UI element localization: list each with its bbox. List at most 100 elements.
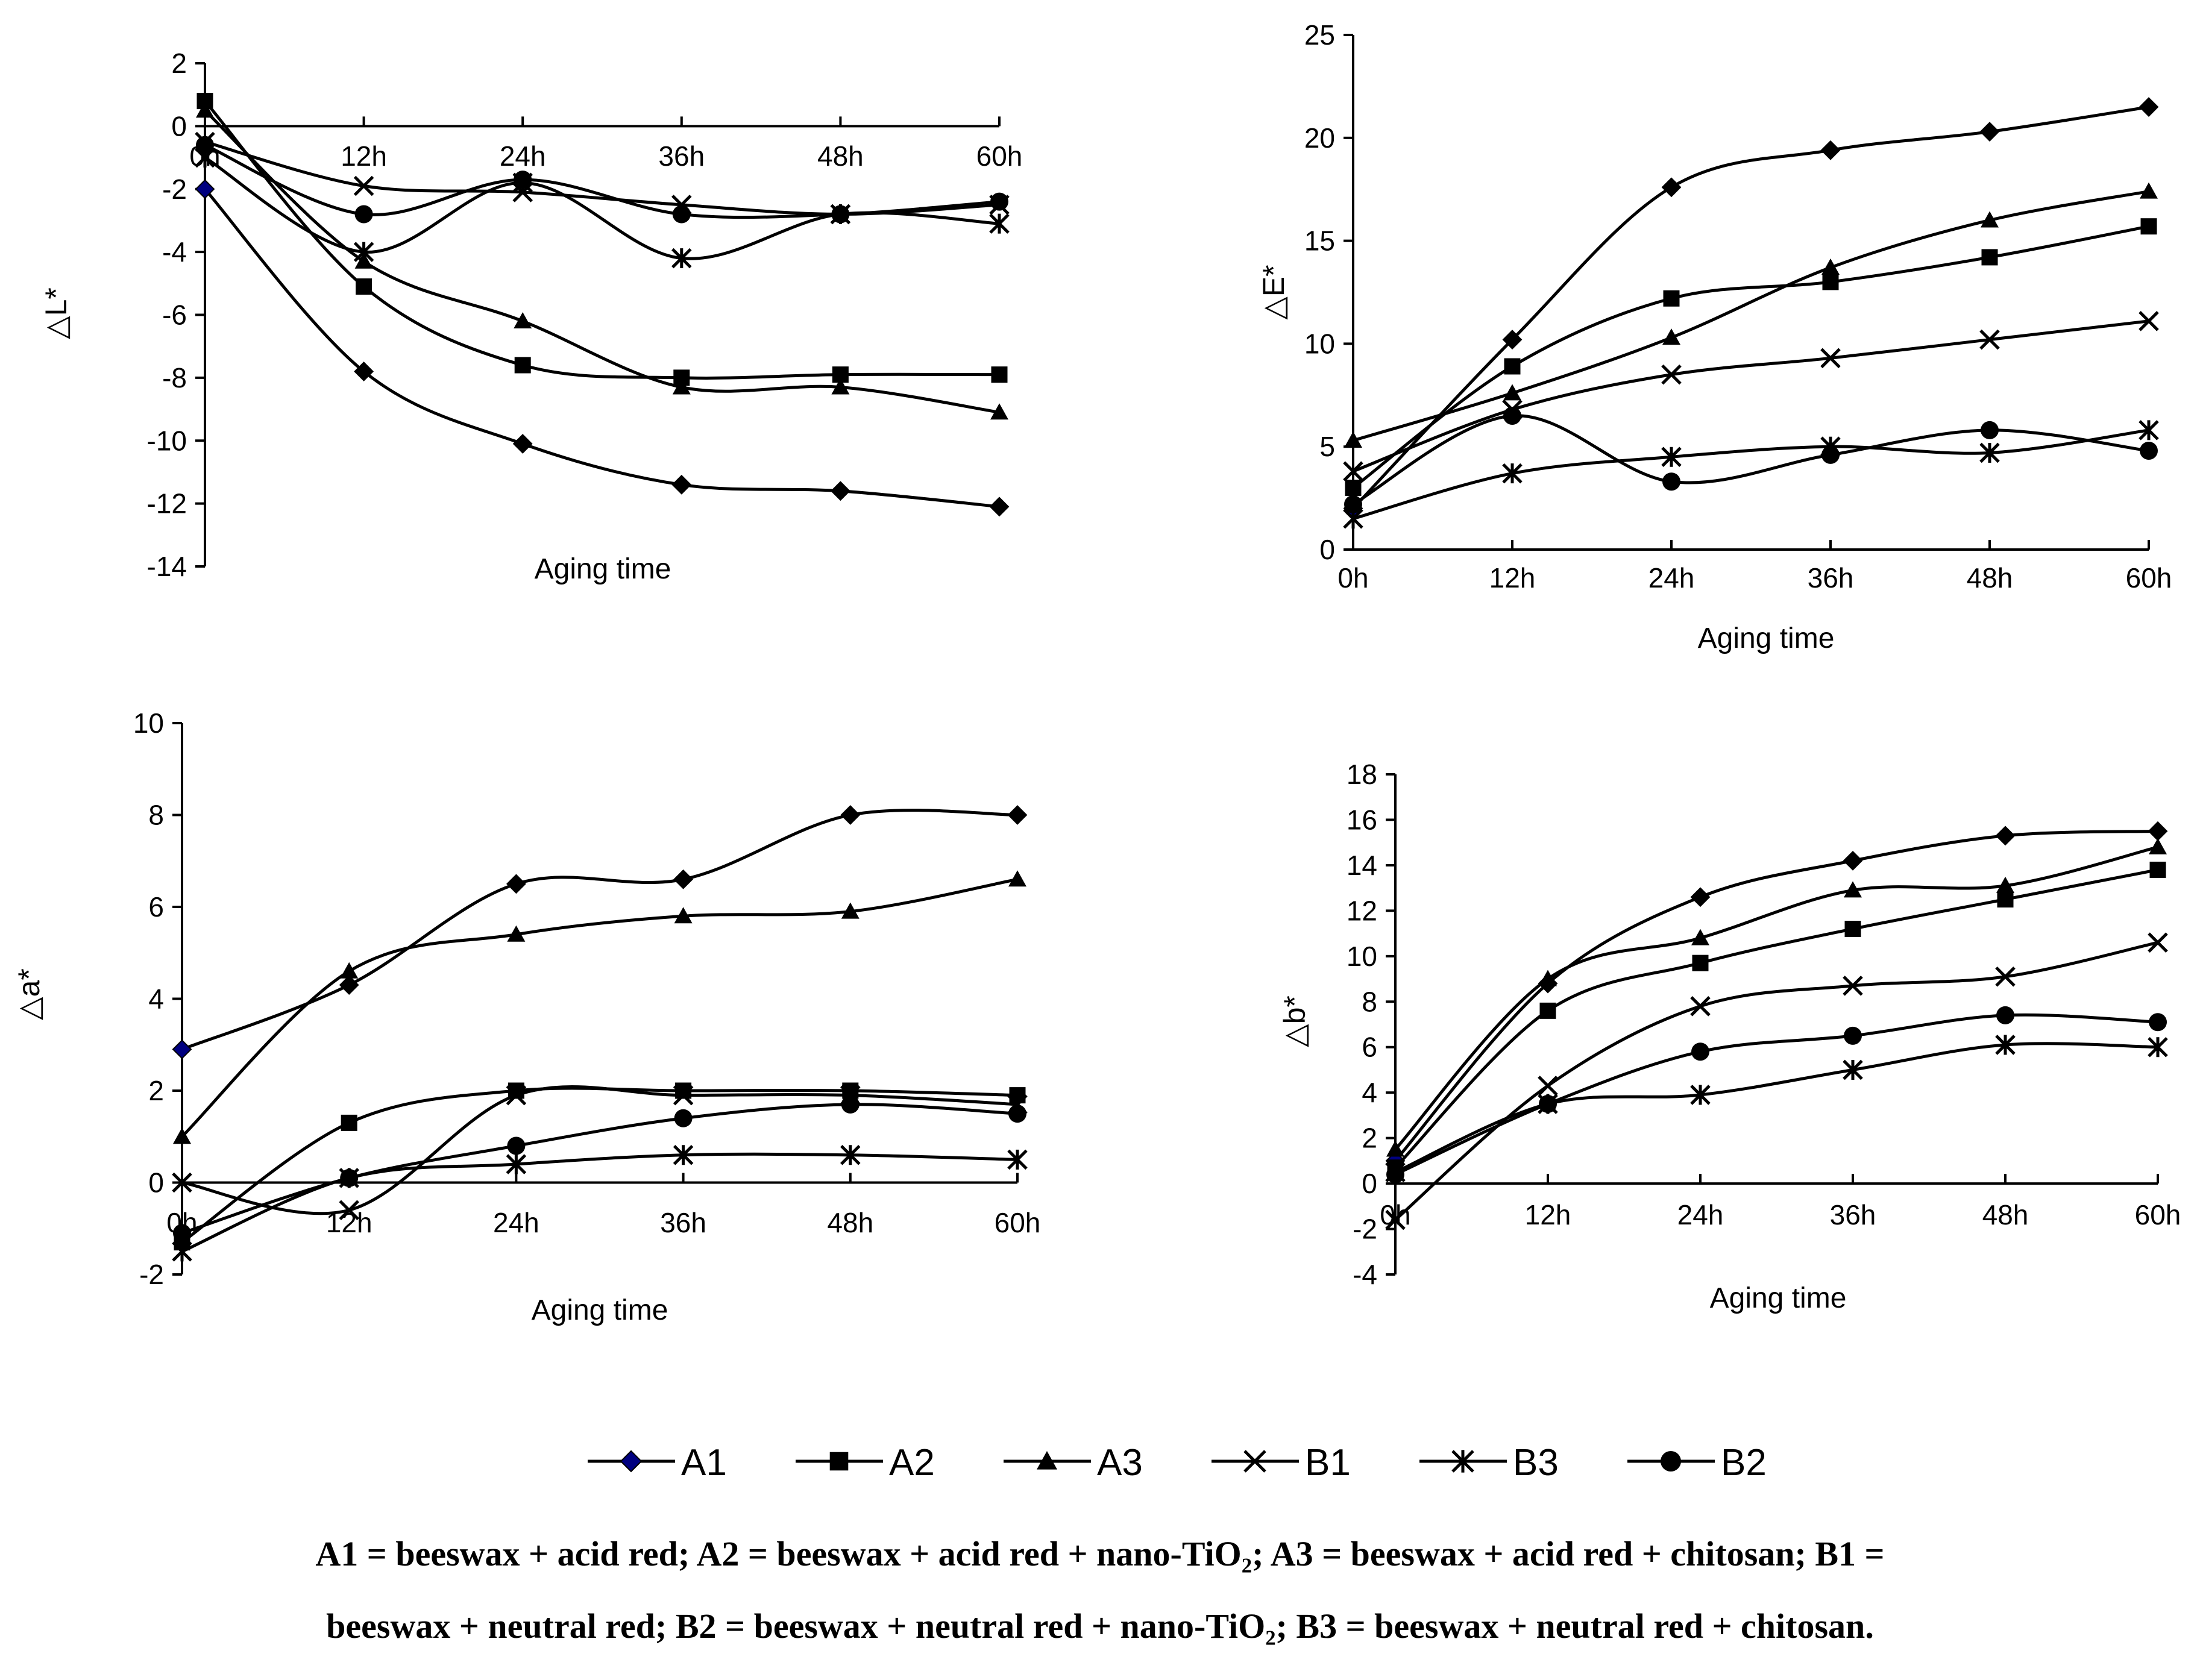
point-B2 [173,1224,191,1243]
legend-label: A2 [889,1442,935,1484]
legend-label: B3 [1513,1442,1559,1484]
point-B3 [2139,420,2159,440]
series-line-A3 [204,109,1000,414]
point-B1 [1979,329,2000,350]
point-A3 [196,101,214,118]
legend-label: A1 [681,1442,727,1484]
legend-label: B2 [1721,1442,1767,1484]
point-B2 [674,1109,693,1127]
series-line-A1 [1352,105,2149,510]
chart-dE: 0 5 10 15 20 25 0h 12h 24h 36h 48h 60h Aging time △E* [1257,19,2172,654]
y-tick-label: 0 [1362,1168,1377,1199]
series-line-B3 [1353,428,2149,521]
y-axis-label: △L* [39,287,73,339]
point-A3 [990,403,1008,420]
x-tick-label: 24h [1648,562,1695,594]
point-B3 [1843,1059,1863,1080]
x-tick-label: 48h [1982,1199,2029,1230]
y-tick-label: 10 [1304,328,1335,359]
x-tick-label: 60h [976,140,1023,172]
series-line-B3 [204,156,1000,260]
y-tick-label: -4 [162,236,187,268]
point-A1 [354,362,374,381]
series-line-B2 [1394,1013,2158,1176]
x-tick-label: 48h [1967,562,2013,594]
point-B2 [1691,1042,1709,1061]
y-tick-label: 10 [133,707,164,739]
point-A3 [1691,929,1709,945]
point-B2 [1539,1095,1557,1114]
point-A1 [1661,177,1682,198]
x-tick-label: 60h [2126,562,2172,594]
series-line-A3 [1394,845,2158,1151]
point-A2 [514,357,531,374]
x-tick-label: 12h [1525,1199,1571,1230]
y-tick-label: -12 [147,488,187,519]
series-line-B1 [1353,319,2149,473]
point-B1 [1343,461,1363,481]
chart-db: 18 16 14 12 10 8 6 4 2 0 -2 -40h 12h 24h 36h 48h 60h Agin… [1278,759,2181,1314]
x-tick-label: 36h [1830,1199,1876,1230]
point-B1 [172,1172,192,1193]
point-B1 [1690,996,1711,1017]
y-tick-label: 20 [1304,122,1335,154]
point-A3 [1662,328,1680,345]
point-A1 [840,805,861,825]
point-B2 [831,205,850,224]
point-B3 [353,242,374,262]
point-A1 [1843,850,1863,871]
x-axis-label: Aging time [532,1294,668,1326]
point-B3 [1979,442,2000,463]
point-B3 [989,213,1010,234]
point-A2 [1997,891,2014,907]
x-tick-label: 0h [1337,562,1368,594]
legend-marker-B2 [1661,1451,1681,1472]
point-A3 [173,1127,191,1144]
y-tick-label: 2 [148,1075,164,1106]
point-A3 [1503,384,1521,401]
point-A2 [1981,249,1998,266]
y-tick-label: 5 [1319,431,1335,462]
x-tick-label: 36h [658,140,705,172]
point-A3 [672,378,691,395]
legend-marker-B3 [1451,1450,1474,1473]
point-B3 [671,248,692,269]
point-A2 [1009,1087,1026,1104]
y-tick-label: -2 [139,1259,164,1290]
x-tick-label: 48h [827,1207,873,1238]
point-A3 [1344,431,1362,448]
y-tick-label: 0 [148,1167,164,1199]
point-A2 [1539,1002,1556,1019]
point-A3 [1996,876,2014,893]
x-tick-label: 24h [493,1207,539,1238]
point-A3 [674,907,693,924]
point-B2 [1821,445,1840,464]
point-A1 [1690,887,1711,907]
y-tick-label: 8 [1362,986,1377,1017]
point-A2 [1504,358,1521,375]
y-axis-label: △b* [1278,995,1312,1047]
y-tick-label: 4 [148,983,164,1015]
point-B3 [2148,1036,2168,1058]
point-A3 [1844,881,1862,898]
point-A1 [1502,330,1523,349]
series-line-A2 [204,99,1000,380]
point-A3 [1386,1140,1404,1157]
point-B2 [1662,472,1680,491]
series-line-B1 [181,1085,1018,1215]
point-A3 [514,312,532,328]
legend-item-B2: B2 [1627,1442,1767,1484]
x-tick-label: 60h [2135,1199,2181,1230]
point-B3 [172,1241,192,1262]
series-line-A2 [1394,868,2158,1169]
point-B1 [353,175,374,196]
legend-marker-A3 [1037,1451,1057,1470]
point-B1 [1661,364,1682,385]
point-A1 [506,874,526,894]
x-tick-label: 48h [817,140,864,172]
point-A2 [991,366,1008,383]
point-A3 [1821,259,1840,275]
point-B2 [2140,442,2158,460]
